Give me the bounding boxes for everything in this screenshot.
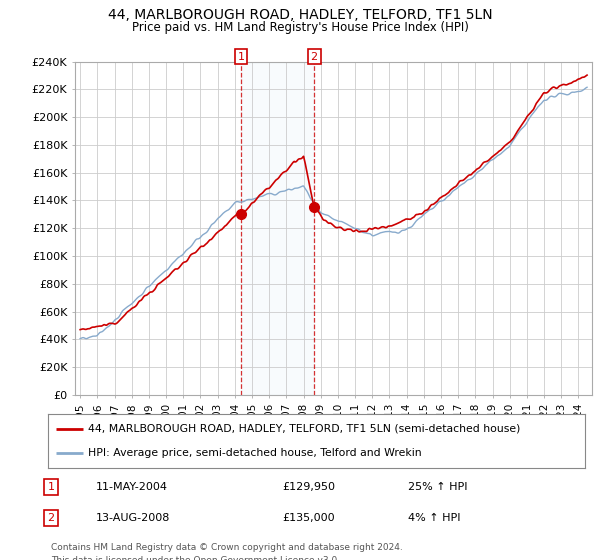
Text: £135,000: £135,000: [282, 513, 335, 523]
Text: 2: 2: [311, 52, 318, 62]
Text: 44, MARLBOROUGH ROAD, HADLEY, TELFORD, TF1 5LN: 44, MARLBOROUGH ROAD, HADLEY, TELFORD, T…: [107, 8, 493, 22]
Text: 25% ↑ HPI: 25% ↑ HPI: [408, 482, 467, 492]
Text: 11-MAY-2004: 11-MAY-2004: [96, 482, 168, 492]
Text: Price paid vs. HM Land Registry's House Price Index (HPI): Price paid vs. HM Land Registry's House …: [131, 21, 469, 34]
Text: 1: 1: [47, 482, 55, 492]
Text: This data is licensed under the Open Government Licence v3.0.: This data is licensed under the Open Gov…: [51, 556, 340, 560]
Text: 44, MARLBOROUGH ROAD, HADLEY, TELFORD, TF1 5LN (semi-detached house): 44, MARLBOROUGH ROAD, HADLEY, TELFORD, T…: [88, 424, 521, 434]
Text: Contains HM Land Registry data © Crown copyright and database right 2024.: Contains HM Land Registry data © Crown c…: [51, 543, 403, 552]
Text: 2: 2: [47, 513, 55, 523]
Bar: [241, 62, 314, 395]
Text: 13-AUG-2008: 13-AUG-2008: [96, 513, 170, 523]
Text: 1: 1: [238, 52, 245, 62]
Text: HPI: Average price, semi-detached house, Telford and Wrekin: HPI: Average price, semi-detached house,…: [88, 448, 422, 458]
Text: £129,950: £129,950: [282, 482, 335, 492]
Text: 4% ↑ HPI: 4% ↑ HPI: [408, 513, 461, 523]
